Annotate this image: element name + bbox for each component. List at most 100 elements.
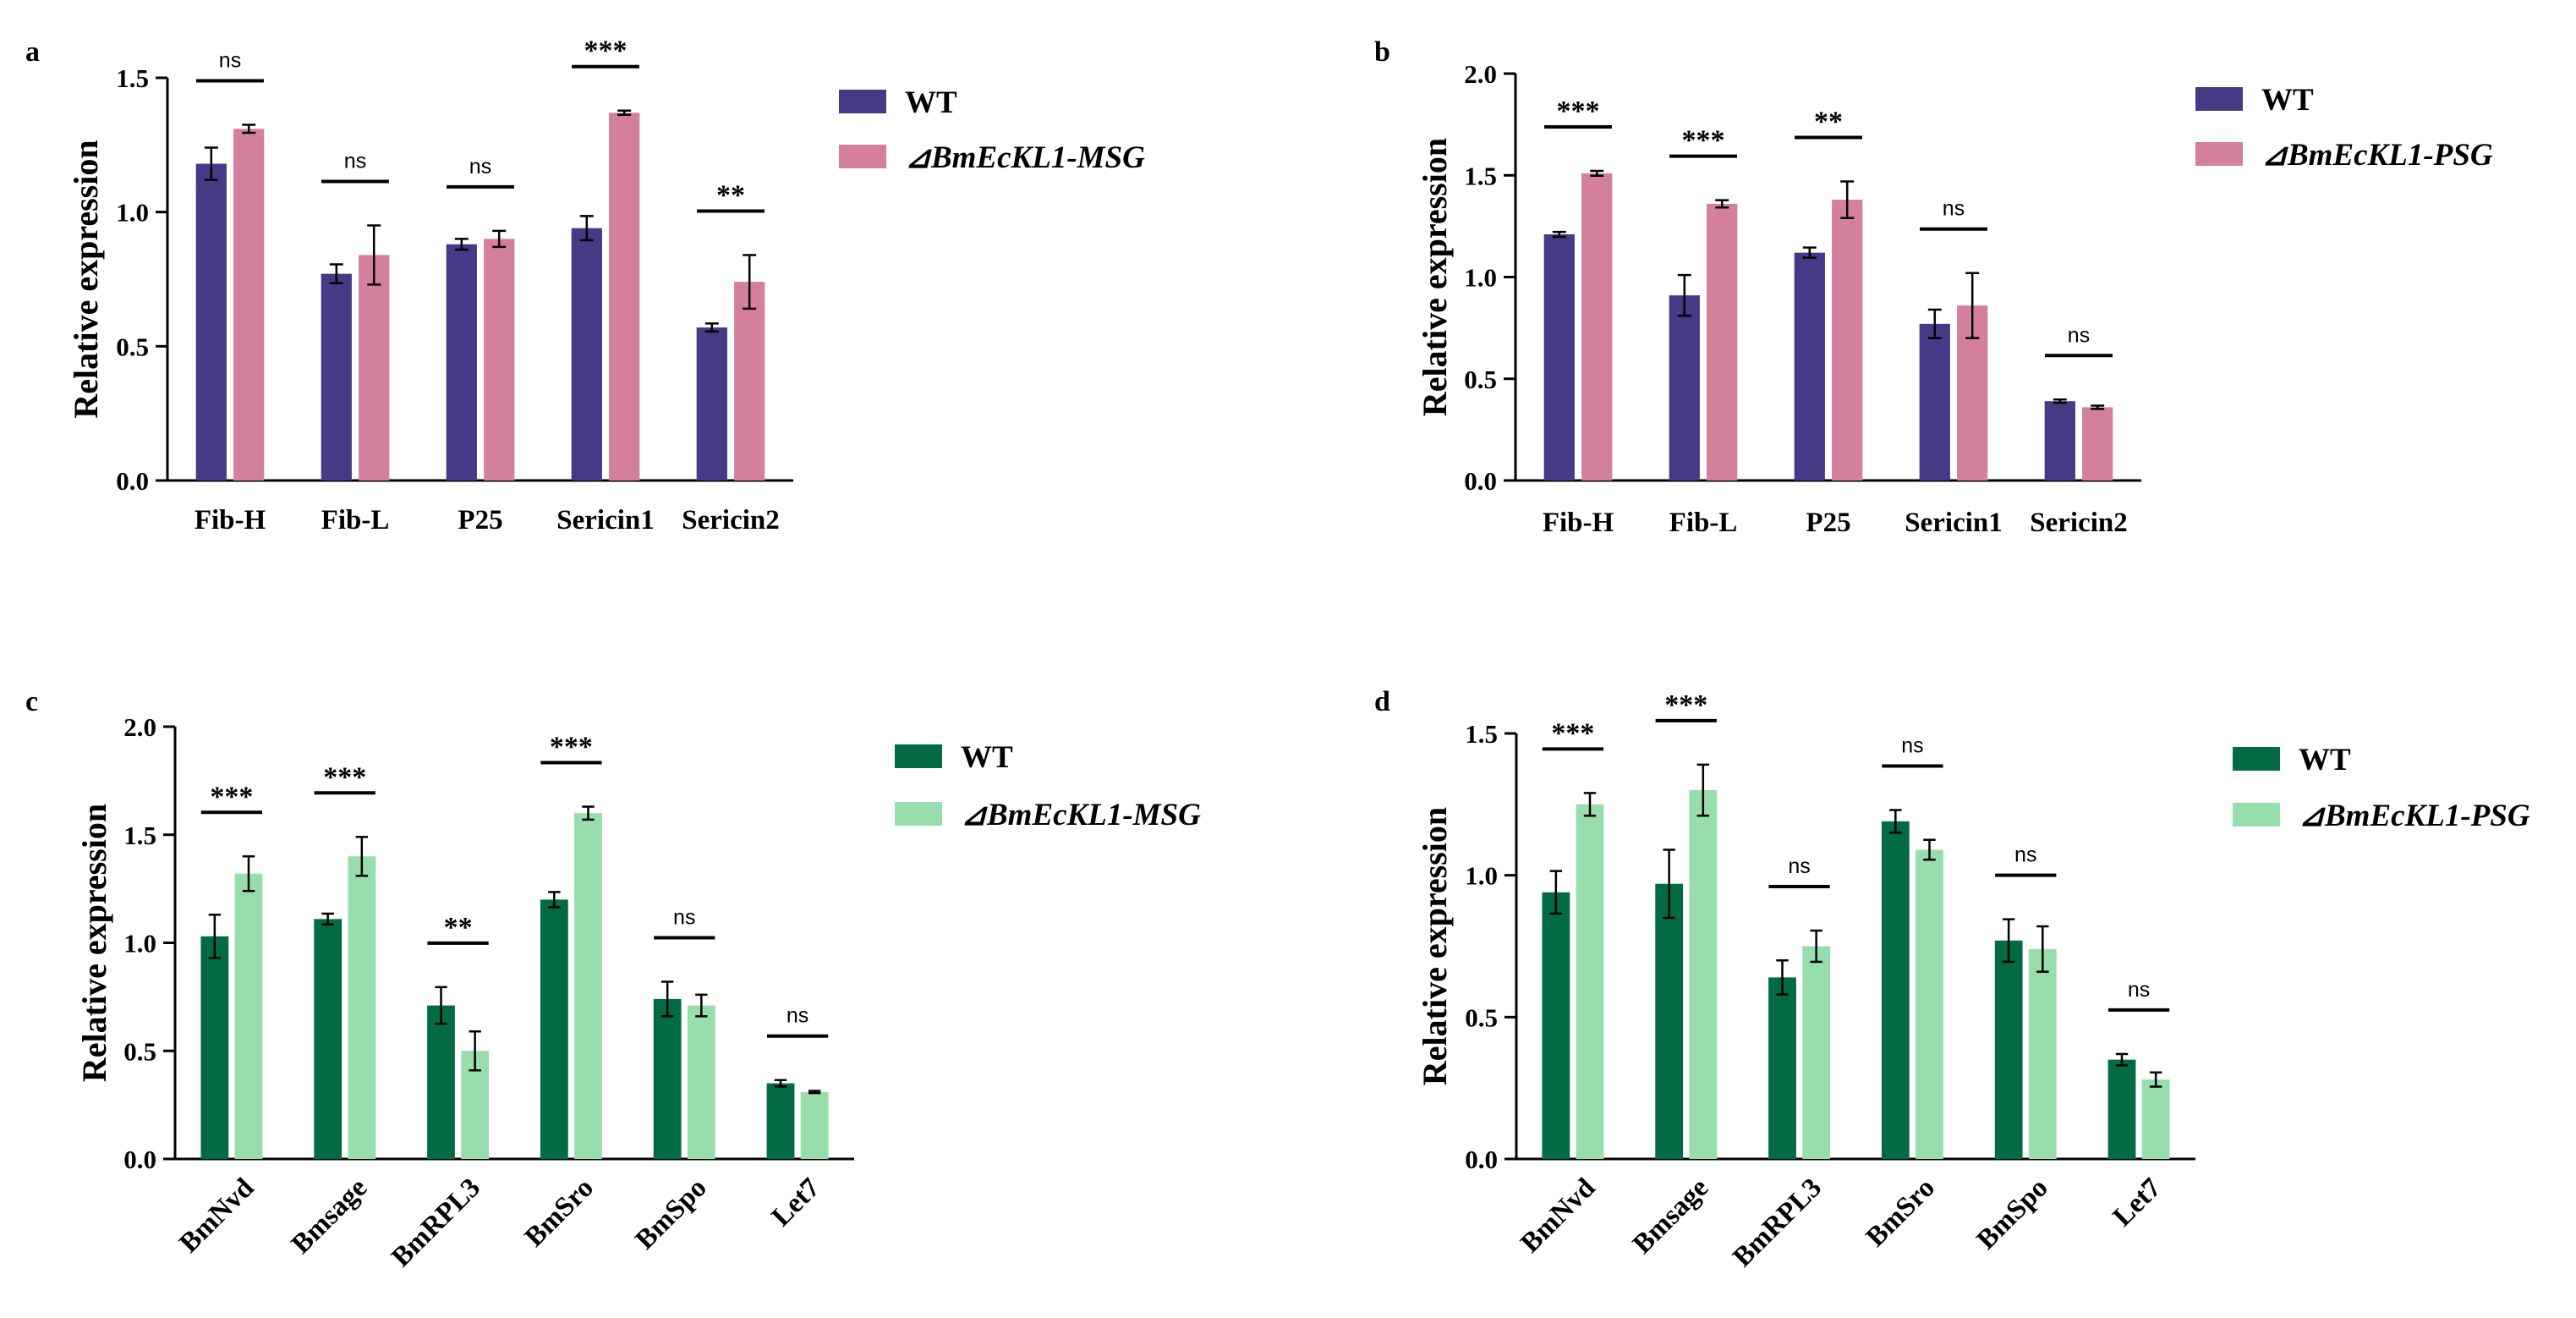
bar-wt-p25 (446, 244, 477, 481)
significance-label: *** (550, 732, 593, 763)
y-axis-label: Relative expression (67, 140, 105, 418)
legend-label: ⊿BmEcKL1-MSG (905, 140, 1145, 175)
x-tick-label: BmSpo (1971, 1172, 2054, 1255)
significance-label: ns (787, 1004, 808, 1028)
bar-wt-fib-h (195, 163, 227, 481)
bar-wt-bmspo (1994, 940, 2023, 1159)
bar-ko-bmrpl3 (1802, 946, 1831, 1159)
bar-ko-fib-h (1581, 173, 1613, 481)
legend-swatch (2195, 87, 2243, 111)
legend-label: WT (2261, 83, 2314, 118)
y-tick-label: 2.0 (1464, 59, 1497, 89)
x-tick-label: P25 (458, 505, 502, 535)
legend-swatch (2233, 747, 2280, 771)
bar-ko-bmsro (574, 813, 602, 1159)
legend-label: WT (2299, 743, 2351, 777)
x-tick-label: BmSro (519, 1172, 600, 1253)
y-axis-label: Relative expression (1416, 807, 1454, 1085)
bar-wt-fib-l (1669, 295, 1700, 481)
x-tick-label: Let7 (766, 1172, 826, 1233)
bar-wt-bmsro (1881, 821, 1910, 1159)
significance-label: ** (444, 912, 473, 943)
significance-label: *** (584, 36, 628, 67)
bar-wt-p25 (1794, 252, 1825, 481)
bar-wt-bmsage (314, 919, 343, 1159)
legend-label: WT (961, 740, 1013, 775)
y-tick-label: 0.0 (116, 466, 149, 496)
bar-wt-bmnvd (1542, 892, 1570, 1159)
bar-wt-bmsro (540, 899, 568, 1159)
panel-letter-b: b (1374, 36, 1390, 68)
bar-wt-let7 (766, 1083, 795, 1159)
significance-label: ns (673, 905, 695, 929)
y-tick-label: 0.5 (123, 1036, 156, 1066)
significance-label: ** (1814, 106, 1843, 137)
bar-wt-sericin1 (571, 228, 602, 481)
y-axis-label: Relative expression (1416, 138, 1454, 416)
significance-label: *** (1664, 689, 1707, 721)
x-tick-label: Bmsage (1627, 1172, 1714, 1260)
significance-label: ns (2068, 323, 2090, 347)
bar-wt-let7 (2107, 1059, 2136, 1159)
panel-c: c 0.0 0.5 1.0 1.5 2.0 Relative expression *** Bm… (25, 686, 1201, 1273)
significance-label: ns (1901, 734, 1923, 758)
bar-ko-bmnvd (234, 873, 263, 1159)
y-tick-label: 1.0 (1464, 263, 1497, 293)
significance-label: ns (2128, 978, 2150, 1002)
x-tick-label: BmNvd (1515, 1172, 1601, 1259)
bar-ko-bmnvd (1576, 804, 1604, 1159)
bar-wt-bmrpl3 (427, 1005, 455, 1159)
y-axis-label: Relative expression (75, 804, 113, 1082)
y-tick-label: 1.0 (123, 929, 156, 958)
bar-wt-fib-h (1543, 233, 1575, 481)
significance-label: *** (323, 761, 366, 793)
y-tick-label: 1.0 (1465, 861, 1498, 891)
significance-label: ns (1788, 854, 1810, 878)
x-tick-label: P25 (1806, 508, 1850, 538)
legend-swatch (2195, 142, 2243, 166)
x-tick-label: BmNvd (173, 1172, 260, 1259)
legend-swatch (895, 802, 942, 826)
significance-label: ** (716, 179, 745, 211)
significance-label: ns (219, 49, 241, 73)
bar-wt-sericin2 (2044, 401, 2075, 481)
y-tick-label: 1.5 (123, 821, 156, 850)
legend-swatch (839, 145, 886, 168)
y-tick-label: 1.0 (116, 198, 149, 228)
y-tick-label: 0.0 (123, 1145, 156, 1174)
significance-label: *** (210, 781, 253, 812)
bar-ko-p25 (484, 239, 515, 481)
significance-label: ns (1943, 197, 1965, 221)
y-tick-label: 0.0 (1465, 1145, 1498, 1174)
legend-label: WT (905, 85, 957, 120)
legend-label: ⊿BmEcKL1-PSG (2261, 138, 2493, 173)
y-tick-label: 0.5 (116, 332, 149, 361)
y-tick-label: 0.5 (1464, 365, 1497, 394)
bar-ko-fib-l (359, 255, 390, 481)
significance-label: ns (344, 150, 366, 173)
panel-letter-a: a (25, 36, 40, 68)
y-tick-label: 2.0 (123, 712, 156, 742)
significance-label: ns (2014, 843, 2036, 867)
bar-ko-sericin2 (734, 282, 765, 481)
x-tick-label: Fib-H (1543, 508, 1614, 538)
significance-label: ns (469, 155, 491, 178)
bar-ko-sericin1 (609, 113, 640, 481)
bar-ko-bmspo (2028, 948, 2057, 1159)
x-tick-label: BmRPL3 (386, 1172, 486, 1273)
legend-swatch (2233, 803, 2280, 826)
bar-wt-fib-l (321, 273, 352, 481)
x-tick-label: Sericin1 (1905, 508, 2002, 538)
legend-swatch (839, 90, 886, 113)
bar-wt-bmsage (1655, 883, 1684, 1159)
y-tick-label: 0.0 (1464, 466, 1497, 496)
x-tick-label: Fib-L (321, 505, 390, 535)
significance-label: *** (1557, 96, 1600, 127)
x-tick-label: BmSpo (630, 1172, 713, 1255)
bar-wt-bmspo (653, 998, 682, 1159)
y-tick-label: 1.5 (1464, 161, 1497, 190)
panel-b: b 0.0 0.5 1.0 1.5 2.0 Relative expression *** Fi… (1374, 36, 2493, 538)
significance-label: *** (1682, 125, 1725, 157)
bar-ko-p25 (1832, 200, 1863, 481)
